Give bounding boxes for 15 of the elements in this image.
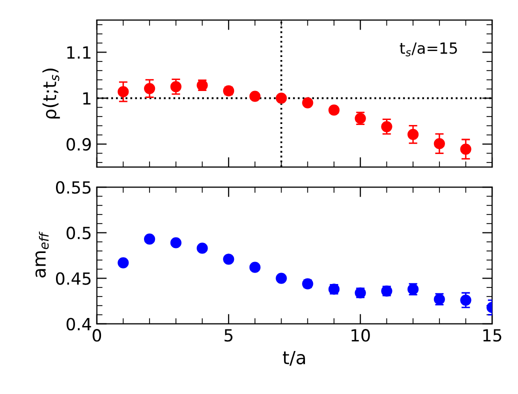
x-axis-title: t/a [282, 350, 305, 366]
annotation: t$_{s}$/a=15 [400, 42, 457, 56]
y-tick-label: 0.55 [56, 181, 91, 194]
y-tick-label: 0.45 [56, 272, 91, 285]
y-tick-label: 1.1 [67, 46, 90, 59]
y-tick-label: 0.9 [66, 138, 91, 151]
y-axis-title: ρ(t;t$_{s}$) [42, 68, 60, 118]
x-tick-label: 5 [224, 329, 232, 342]
x-tick-label: 15 [483, 329, 502, 342]
x-tick-label: 10 [352, 329, 370, 342]
y-tick-label: 1 [83, 92, 90, 104]
y-axis-title: am$_{eff}$ [35, 231, 49, 278]
x-tick-label: 0 [92, 329, 102, 342]
y-tick-label: 0.4 [66, 318, 92, 330]
y-tick-label: 0.5 [66, 226, 91, 240]
